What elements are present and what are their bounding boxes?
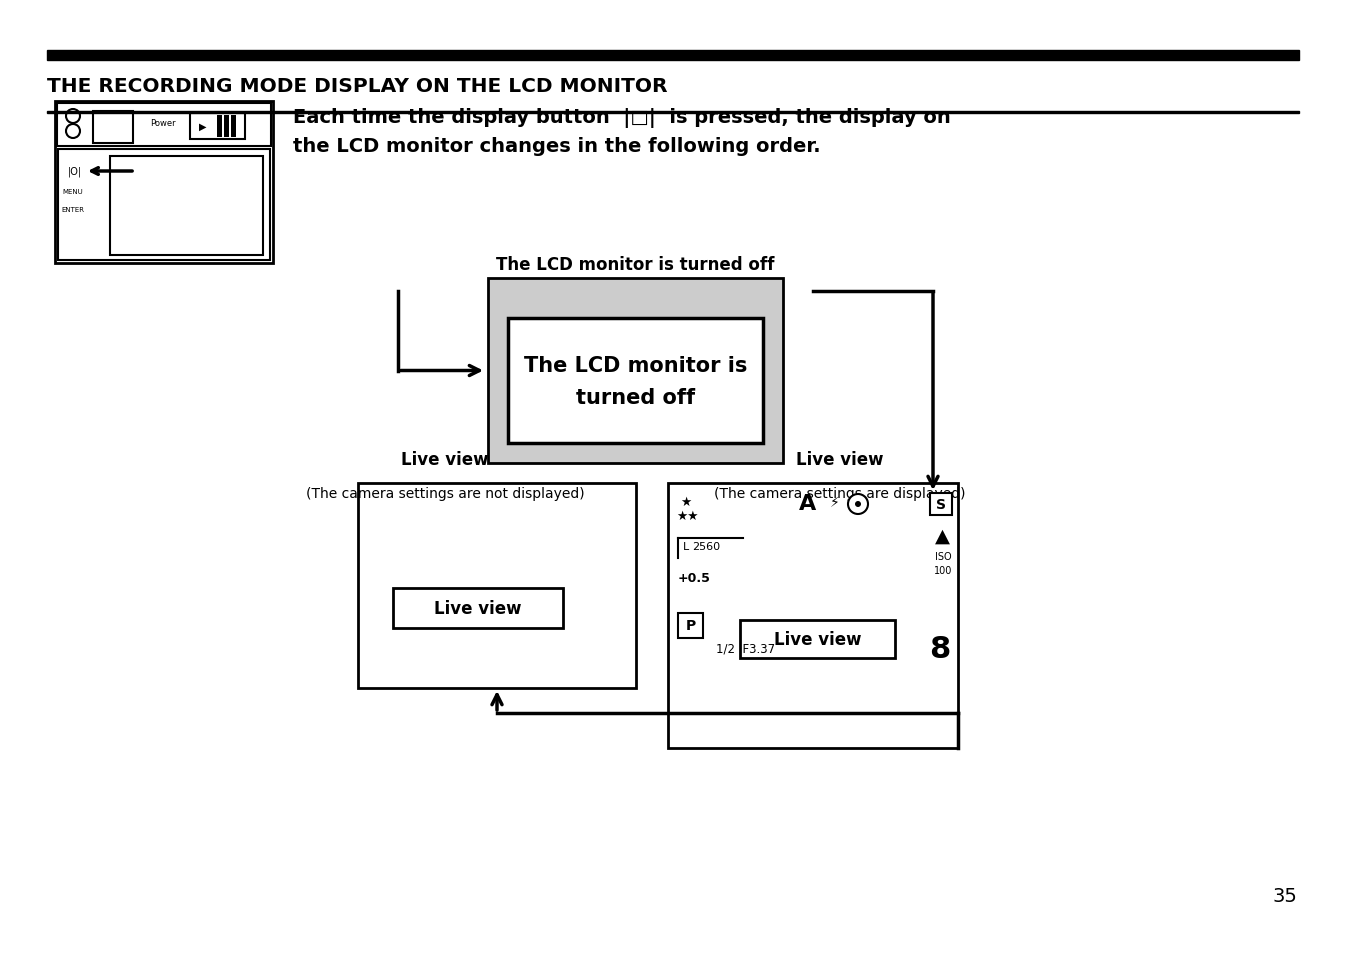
Bar	[93, 112, 133, 144]
Text: MENU: MENU	[63, 189, 83, 194]
Text: turned off: turned off	[576, 387, 695, 407]
Bar	[110, 157, 262, 255]
Text: ▲: ▲	[935, 526, 950, 545]
Text: Live view: Live view	[435, 599, 522, 618]
Text: 100: 100	[934, 565, 952, 576]
Circle shape	[848, 495, 868, 515]
Bar	[47, 51, 1299, 61]
Text: (The camera settings are displayed): (The camera settings are displayed)	[715, 486, 965, 500]
Text: L: L	[682, 541, 689, 552]
Text: The LCD monitor is: The LCD monitor is	[524, 355, 747, 375]
Bar	[489, 278, 783, 463]
Bar	[930, 494, 952, 516]
Text: Live view: Live view	[774, 630, 861, 648]
Text: The LCD monitor is turned off: The LCD monitor is turned off	[495, 255, 774, 274]
Text: Each time the display button  |□|  is pressed, the display on: Each time the display button |□| is pres…	[293, 108, 950, 128]
Bar	[232, 116, 236, 138]
Text: (The camera settings are not displayed): (The camera settings are not displayed)	[306, 486, 584, 500]
Bar	[217, 116, 222, 138]
Text: Power: Power	[149, 119, 175, 129]
Bar	[358, 483, 637, 688]
Bar	[47, 112, 1299, 113]
Text: A: A	[800, 494, 817, 514]
Bar	[393, 588, 563, 628]
Bar	[57, 104, 271, 147]
Text: S: S	[935, 497, 946, 512]
Circle shape	[66, 110, 79, 124]
Text: ★★: ★★	[676, 510, 699, 522]
Text: ⚡: ⚡	[830, 496, 840, 510]
Bar	[223, 116, 229, 138]
Text: Live view: Live view	[797, 451, 884, 469]
Bar	[190, 113, 245, 140]
Bar	[55, 102, 273, 264]
Text: +0.5: +0.5	[678, 572, 711, 585]
Bar	[740, 620, 895, 659]
Text: 1/2  F3.37: 1/2 F3.37	[716, 641, 775, 655]
Text: |O|: |O|	[67, 167, 82, 177]
Bar	[668, 483, 958, 748]
Circle shape	[855, 501, 861, 507]
Circle shape	[66, 125, 79, 139]
Text: ENTER: ENTER	[62, 207, 85, 213]
Text: 8: 8	[929, 634, 950, 662]
Text: ▶: ▶	[199, 122, 207, 132]
Text: 35: 35	[1272, 886, 1298, 905]
Text: ★: ★	[680, 496, 692, 509]
Bar	[507, 318, 763, 443]
Text: P: P	[685, 618, 696, 633]
Text: ISO: ISO	[935, 552, 952, 561]
Bar	[678, 614, 703, 639]
Bar	[58, 150, 271, 261]
Text: Live view: Live view	[401, 451, 489, 469]
Text: 2560: 2560	[692, 541, 720, 552]
Text: the LCD monitor changes in the following order.: the LCD monitor changes in the following…	[293, 137, 821, 156]
Text: THE RECORDING MODE DISPLAY ON THE LCD MONITOR: THE RECORDING MODE DISPLAY ON THE LCD MO…	[47, 77, 668, 96]
